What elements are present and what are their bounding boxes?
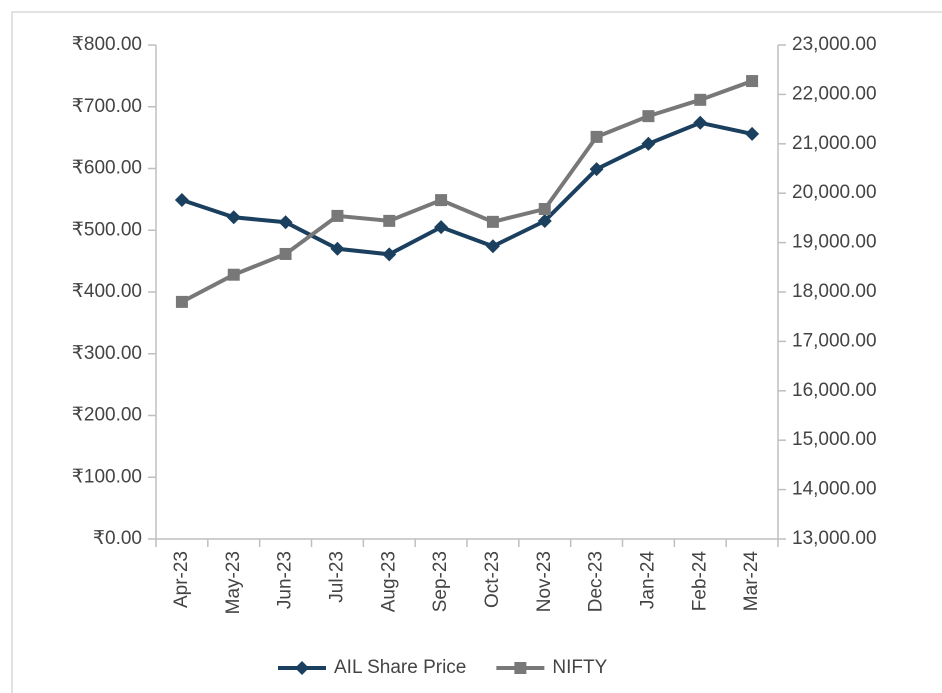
y2-tick-label: 17,000.00 (792, 330, 877, 351)
y2-tick-label: 18,000.00 (792, 281, 877, 302)
point (589, 162, 604, 177)
y-tick-label: ₹0.00 (93, 528, 142, 549)
y-tick-label: ₹300.00 (72, 343, 142, 364)
point (227, 268, 240, 281)
legend-marker (295, 661, 309, 675)
y-tick-label: ₹800.00 (72, 34, 142, 55)
x-tick-label: Nov-23 (534, 551, 555, 612)
series-line (181, 120, 753, 257)
y2-tick-label: 13,000.00 (792, 528, 877, 549)
point (590, 130, 603, 143)
x-tick-label: Jan-24 (637, 551, 658, 610)
y2-tick-label: 20,000.00 (792, 182, 877, 203)
legend-marker (514, 662, 527, 674)
point (435, 194, 448, 207)
y2-tick-label: 15,000.00 (792, 429, 877, 450)
point (279, 247, 292, 260)
x-tick-label: Apr-23 (171, 551, 192, 608)
x-tick-label: Aug-23 (378, 551, 399, 612)
point (693, 115, 708, 130)
y-tick-label: ₹100.00 (72, 466, 142, 487)
x-tick-label: Sep-23 (430, 551, 451, 612)
x-tick-label: Oct-23 (482, 551, 503, 608)
point (382, 247, 397, 262)
y2-tick-label: 21,000.00 (792, 133, 877, 154)
point (746, 75, 759, 88)
point (641, 136, 656, 151)
point (538, 203, 551, 216)
legend-label: NIFTY (552, 657, 607, 678)
point (330, 241, 345, 256)
legend-label: AIL Share Price (334, 657, 466, 678)
point (331, 209, 344, 222)
y2-tick-label: 14,000.00 (792, 479, 877, 500)
point (174, 192, 189, 207)
point (383, 214, 396, 227)
series-line (180, 79, 753, 304)
point (745, 126, 760, 141)
x-tick-label: Mar-24 (741, 551, 762, 612)
point (486, 215, 499, 228)
y-tick-label: ₹700.00 (72, 96, 142, 117)
point (278, 215, 293, 230)
x-tick-label: Jul-23 (326, 551, 347, 603)
y2-tick-label: 19,000.00 (792, 232, 877, 253)
x-tick-label: Jun-23 (275, 551, 296, 609)
chart-frame (11, 11, 942, 693)
x-tick-label: Dec-23 (586, 551, 607, 612)
point (537, 213, 552, 228)
x-tick-label: Feb-24 (689, 551, 710, 612)
y-tick-label: ₹600.00 (72, 158, 142, 179)
point (175, 295, 188, 308)
y-tick-label: ₹500.00 (72, 219, 142, 240)
y-tick-label: ₹200.00 (72, 405, 142, 426)
point (642, 110, 655, 123)
y-tick-label: ₹400.00 (72, 281, 142, 302)
y2-tick-label: 23,000.00 (792, 34, 877, 55)
point (226, 210, 241, 225)
point (694, 93, 707, 106)
point (485, 239, 500, 254)
point (434, 220, 449, 235)
y2-tick-label: 22,000.00 (792, 83, 877, 104)
y2-tick-label: 16,000.00 (792, 380, 877, 401)
x-tick-label: May-23 (223, 551, 244, 614)
